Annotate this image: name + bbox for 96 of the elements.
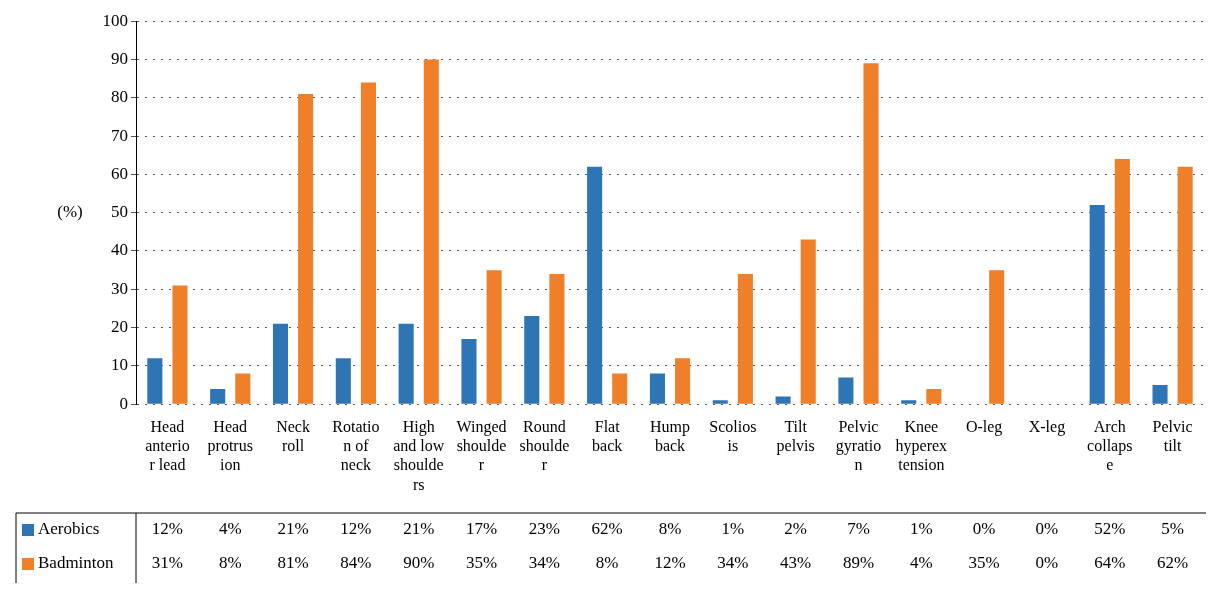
bar	[147, 358, 163, 404]
data-label: 4%	[909, 553, 933, 573]
bar	[1114, 159, 1130, 404]
bar	[335, 358, 351, 404]
y-tick-label: 10	[111, 355, 128, 375]
data-label: 12%	[340, 519, 372, 539]
bar	[1089, 205, 1105, 404]
data-label: 84%	[340, 553, 372, 573]
data-label: 52%	[1094, 519, 1126, 539]
data-label: 21%	[277, 519, 309, 539]
bar	[587, 166, 603, 404]
y-tick-label: 100	[102, 10, 128, 30]
data-label: 34%	[717, 553, 749, 573]
data-label: 12%	[151, 519, 183, 539]
data-label: 2%	[784, 519, 807, 539]
y-axis-title: (%)	[57, 202, 83, 222]
bar	[989, 270, 1005, 404]
x-tick-label: Knee hyperextension	[895, 418, 948, 474]
bar	[210, 388, 226, 404]
data-label: 8%	[218, 553, 242, 573]
x-tick-label: Pelvic gyration	[835, 418, 882, 474]
data-label: 1%	[909, 519, 933, 539]
y-tick-label: 30	[111, 278, 128, 298]
bar	[398, 323, 414, 404]
data-label: 31%	[151, 553, 183, 573]
x-tick-label: Round shoulder	[519, 418, 570, 474]
bar	[612, 373, 628, 404]
legend-label: Aerobics	[38, 519, 100, 539]
data-label: 0%	[972, 519, 996, 539]
data-label: 4%	[218, 519, 242, 539]
bar	[863, 63, 879, 404]
bar	[775, 396, 791, 404]
y-tick-label: 50	[111, 202, 128, 222]
y-tick-label: 20	[111, 317, 128, 337]
data-label: 35%	[465, 553, 498, 573]
data-label: 12%	[654, 553, 686, 573]
data-label: 0%	[1035, 519, 1059, 539]
data-label: 0%	[1035, 553, 1059, 573]
data-label: 8%	[595, 553, 619, 573]
x-tick-label: Flat back	[592, 418, 623, 455]
bar	[549, 273, 565, 404]
bar	[649, 373, 665, 404]
x-tick-label: Pelvic tilt	[1152, 418, 1193, 455]
bar	[172, 285, 188, 404]
y-tick-label: 0	[119, 393, 128, 413]
bar	[1177, 166, 1193, 404]
data-label: 23%	[528, 519, 560, 539]
x-tick-label: Scoliosis	[709, 418, 757, 455]
x-tick-label: Head protrusion	[207, 418, 253, 474]
data-label: 8%	[658, 519, 682, 539]
x-tick-label: Rotation of neck	[332, 418, 380, 474]
bar	[524, 316, 540, 404]
bar	[675, 358, 691, 404]
data-label: 64%	[1094, 553, 1126, 573]
y-tick-label: 90	[111, 48, 128, 68]
data-label: 81%	[277, 553, 309, 573]
legend-label: Badminton	[38, 553, 115, 573]
bar	[737, 273, 753, 404]
x-tick-label: Arch collapse	[1087, 418, 1133, 474]
data-label: 5%	[1161, 519, 1184, 539]
x-tick-label: Neck roll	[276, 418, 310, 455]
bar	[1152, 385, 1168, 404]
x-tick-label: Winged shoulder	[456, 418, 507, 474]
x-tick-label: Head anterior lead	[145, 418, 190, 474]
bar	[926, 388, 942, 404]
data-label: 43%	[780, 553, 812, 573]
data-label: 90%	[403, 553, 435, 573]
x-tick-label: High and low shoulders	[393, 418, 445, 493]
bar	[360, 82, 376, 404]
data-label: 89%	[842, 553, 875, 573]
bar	[235, 373, 251, 404]
bar	[712, 400, 728, 404]
y-tick-label: 70	[111, 125, 128, 145]
bar	[461, 339, 477, 404]
data-label: 1%	[721, 519, 745, 539]
y-tick-label: 60	[111, 163, 128, 183]
bar	[423, 59, 439, 404]
bar	[838, 377, 854, 404]
data-label: 62%	[591, 519, 623, 539]
data-label: 34%	[528, 553, 560, 573]
data-label: 21%	[403, 519, 435, 539]
y-tick-label: 80	[111, 87, 128, 107]
data-label: 35%	[968, 553, 1000, 573]
data-label: 7%	[847, 519, 870, 539]
data-label: 62%	[1157, 553, 1189, 573]
bar	[272, 323, 289, 404]
x-tick-label: X-leg	[1028, 418, 1066, 436]
x-tick-label: O-leg	[965, 418, 1003, 436]
x-tick-label: Hump back	[650, 418, 690, 455]
x-tick-label: Tilt pelvis	[776, 418, 815, 456]
data-label: 17%	[465, 519, 498, 539]
bar	[901, 400, 917, 404]
bar	[298, 93, 314, 404]
bar	[486, 270, 502, 404]
y-tick-label: 40	[111, 240, 128, 260]
bar	[800, 239, 816, 404]
